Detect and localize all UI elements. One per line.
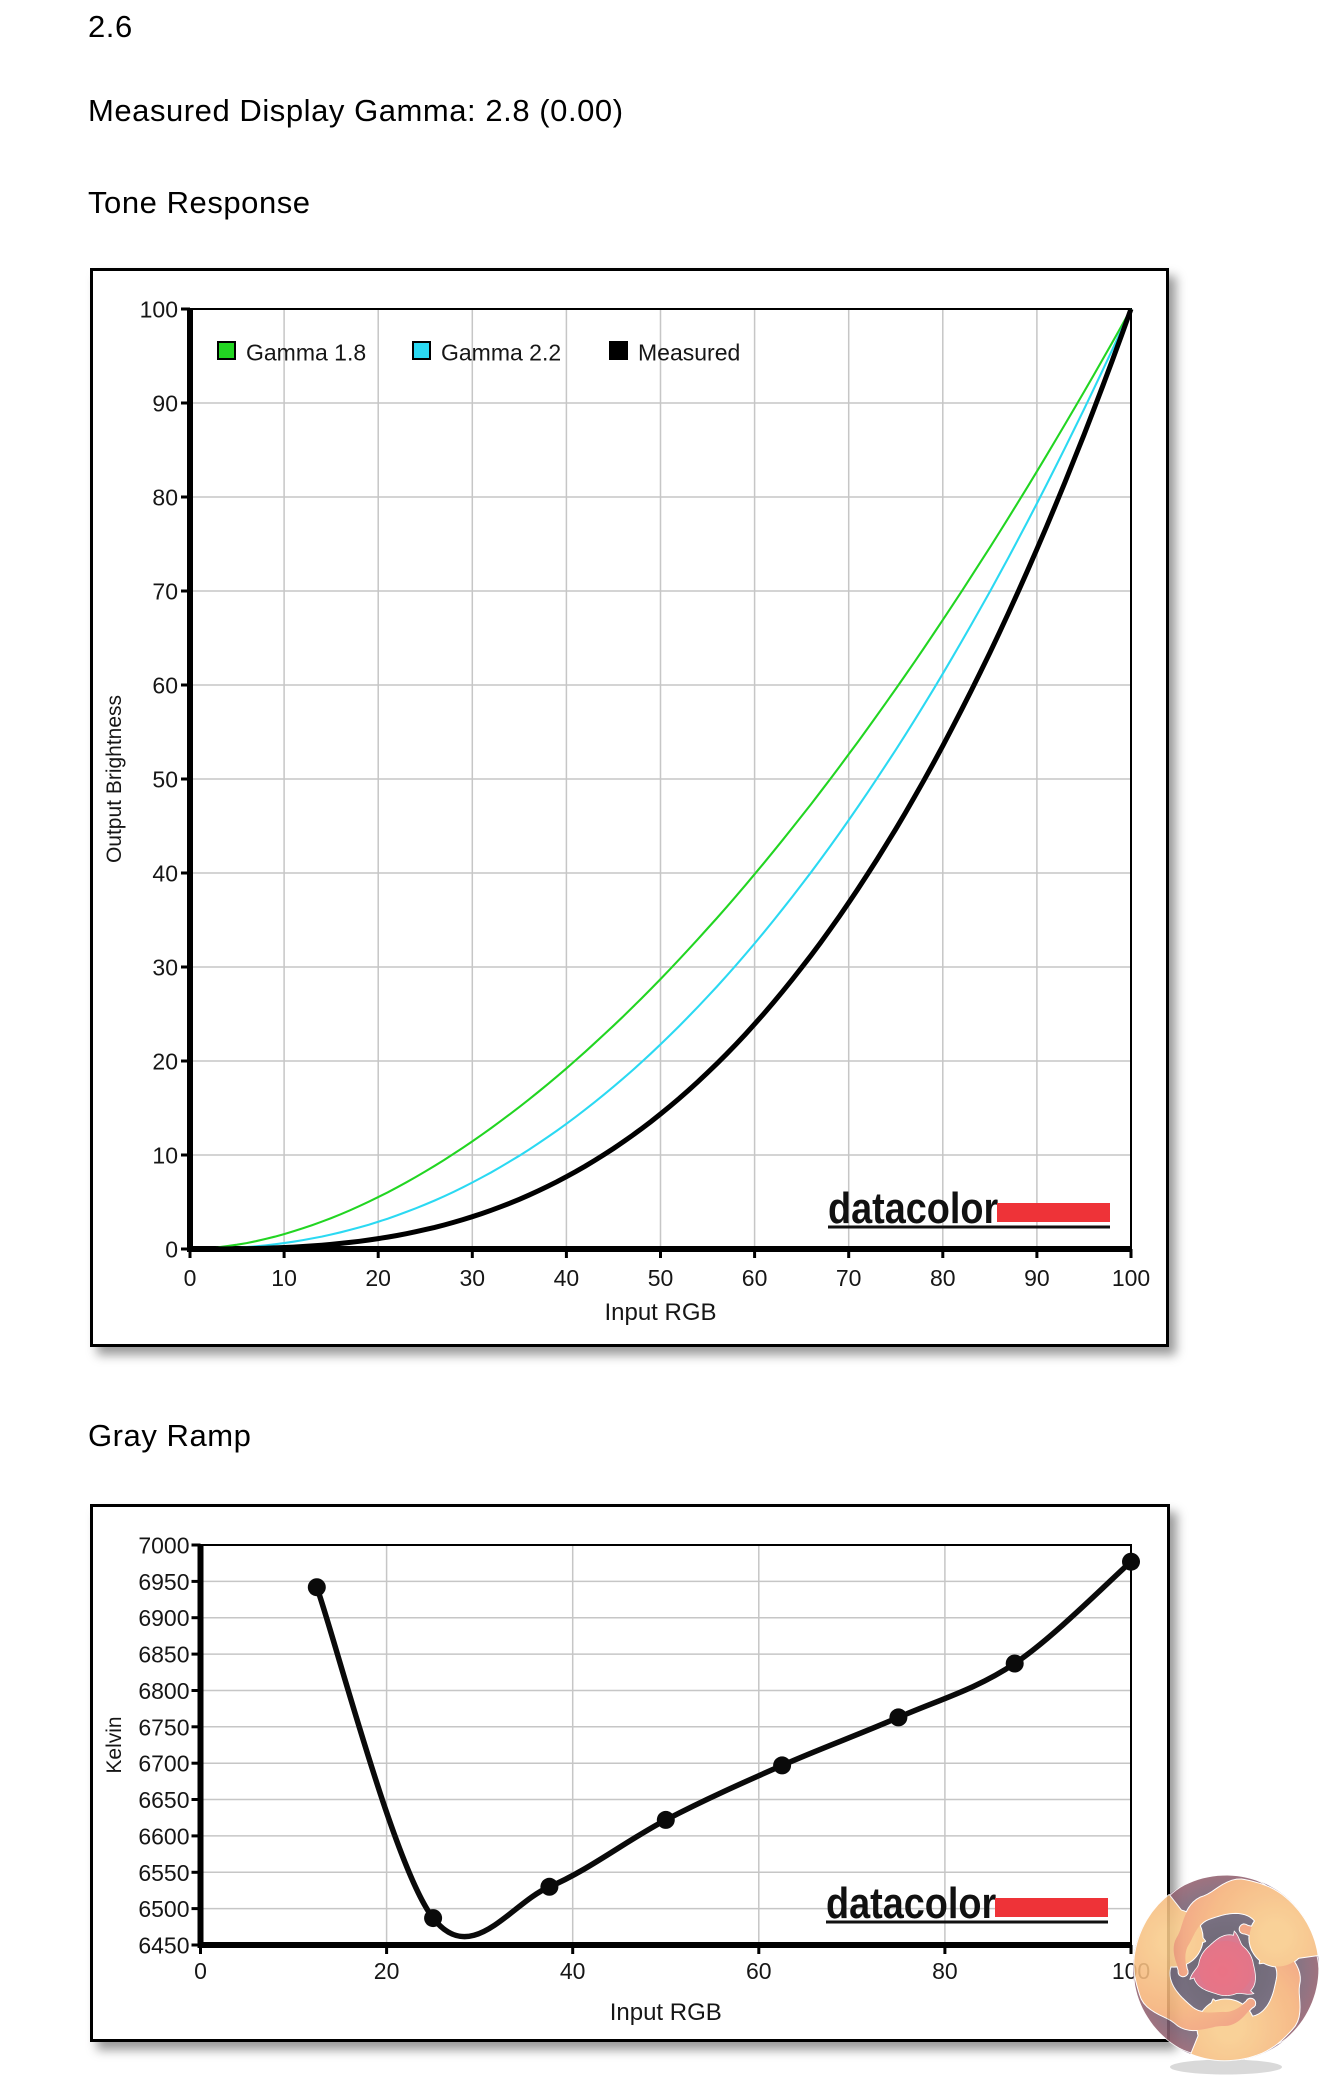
svg-text:6800: 6800 [138,1678,189,1704]
svg-text:70: 70 [152,579,178,605]
svg-text:40: 40 [560,1958,586,1984]
svg-text:40: 40 [152,861,178,887]
svg-text:6700: 6700 [138,1751,189,1777]
svg-text:40: 40 [554,1265,580,1291]
svg-text:6900: 6900 [138,1605,189,1631]
svg-text:50: 50 [648,1265,674,1291]
svg-text:Measured: Measured [638,340,740,366]
svg-text:6450: 6450 [138,1933,189,1959]
svg-text:60: 60 [746,1958,772,1984]
svg-text:Output Brightness: Output Brightness [103,695,126,863]
svg-text:6950: 6950 [138,1569,189,1595]
svg-text:6750: 6750 [138,1714,189,1740]
svg-text:100: 100 [140,297,178,323]
svg-text:0: 0 [194,1958,207,1984]
svg-text:30: 30 [460,1265,486,1291]
svg-text:datacolor: datacolor [828,1183,998,1232]
svg-text:6500: 6500 [138,1896,189,1922]
svg-text:60: 60 [152,673,178,699]
svg-text:10: 10 [271,1265,297,1291]
svg-text:100: 100 [1112,1265,1150,1291]
svg-text:60: 60 [742,1265,768,1291]
svg-text:90: 90 [1024,1265,1050,1291]
svg-text:6650: 6650 [138,1787,189,1813]
svg-text:0: 0 [184,1265,197,1291]
svg-text:Input RGB: Input RGB [604,1299,716,1326]
svg-text:6550: 6550 [138,1860,189,1886]
svg-text:Gamma 2.2: Gamma 2.2 [441,340,561,366]
svg-text:70: 70 [836,1265,862,1291]
svg-text:7000: 7000 [138,1533,189,1559]
svg-text:20: 20 [374,1958,400,1984]
svg-text:90: 90 [152,391,178,417]
svg-text:10: 10 [152,1143,178,1169]
svg-text:6600: 6600 [138,1823,189,1849]
svg-text:30: 30 [152,955,178,981]
svg-text:20: 20 [365,1265,391,1291]
svg-text:6850: 6850 [138,1642,189,1668]
svg-text:Gamma 1.8: Gamma 1.8 [246,340,366,366]
svg-text:datacolor: datacolor [826,1878,996,1927]
svg-text:Input RGB: Input RGB [610,1999,722,2026]
svg-text:80: 80 [932,1958,958,1984]
svg-text:0: 0 [165,1237,178,1263]
svg-text:20: 20 [152,1049,178,1075]
svg-text:Kelvin: Kelvin [103,1716,126,1773]
svg-text:80: 80 [930,1265,956,1291]
svg-text:80: 80 [152,485,178,511]
svg-text:50: 50 [152,767,178,793]
